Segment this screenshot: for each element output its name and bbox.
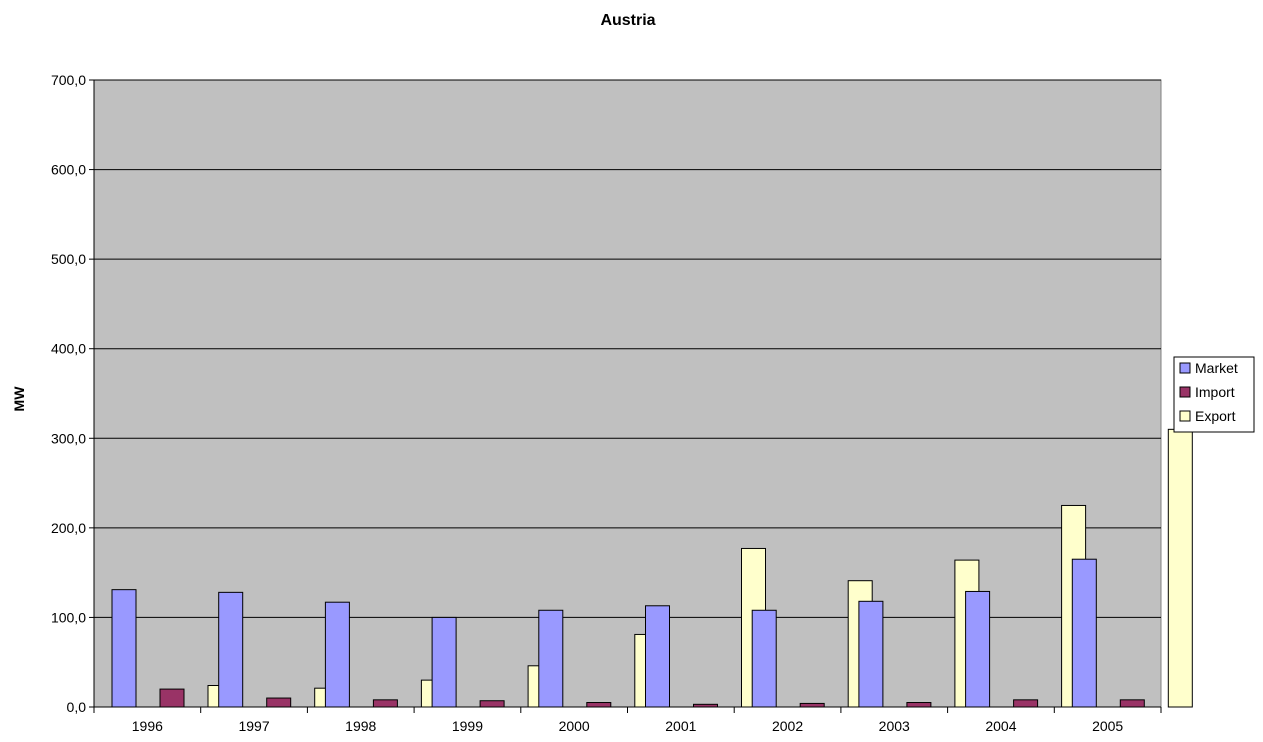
gridlines bbox=[94, 79, 1161, 618]
y-tick-label: 300,0 bbox=[51, 430, 86, 446]
bar-market-1996 bbox=[111, 589, 137, 708]
bar-market-2005 bbox=[1071, 558, 1097, 708]
chart-title: Austria bbox=[600, 12, 655, 29]
legend-swatch-market bbox=[1179, 362, 1191, 374]
bar-import-1998 bbox=[372, 699, 398, 708]
y-tick-label: 0,0 bbox=[67, 699, 87, 715]
y-tick-label: 200,0 bbox=[51, 520, 86, 536]
bar-import-2002 bbox=[799, 702, 825, 708]
bar-market-2000 bbox=[538, 609, 564, 708]
bar-import-2000 bbox=[586, 702, 612, 708]
y-tick-label: 400,0 bbox=[51, 341, 86, 357]
y-axis-label: MW bbox=[11, 386, 27, 412]
legend-swatch-export bbox=[1179, 410, 1191, 422]
bar-import-2004 bbox=[1013, 699, 1039, 708]
x-tick-label: 1998 bbox=[345, 718, 376, 734]
x-tick-label: 1999 bbox=[452, 718, 483, 734]
y-tick-label: 600,0 bbox=[51, 162, 86, 178]
y-tick-label: 500,0 bbox=[51, 251, 86, 267]
legend-label-import: Import bbox=[1195, 384, 1235, 400]
bar-market-2004 bbox=[965, 590, 991, 708]
x-tick-label: 2003 bbox=[879, 718, 910, 734]
bar-market-2002 bbox=[751, 609, 777, 708]
x-tick-label: 2004 bbox=[985, 718, 1016, 734]
bar-market-1997 bbox=[218, 591, 244, 708]
bar-market-1999 bbox=[431, 616, 457, 708]
x-tick-label: 2005 bbox=[1092, 718, 1123, 734]
bar-market-2003 bbox=[858, 600, 884, 708]
y-tick-label: 100,0 bbox=[51, 609, 86, 625]
x-tick-label: 1997 bbox=[238, 718, 269, 734]
legend-swatch-import bbox=[1179, 386, 1191, 398]
bar-import-2005 bbox=[1119, 699, 1145, 708]
y-tick-label: 700,0 bbox=[51, 72, 86, 88]
axes: 0,0 100,0 200,0 300,0 400,0 500,0 600,0 700,0 19… bbox=[51, 72, 1162, 734]
bars bbox=[111, 428, 1193, 708]
bar-market-2001 bbox=[645, 605, 670, 708]
legend-label-market: Market bbox=[1195, 360, 1238, 376]
bar-import-1996 bbox=[159, 688, 185, 708]
bar-market-1998 bbox=[324, 601, 350, 708]
bar-import-1999 bbox=[479, 700, 505, 708]
legend: Market Import Export bbox=[1173, 356, 1255, 433]
x-tick-label: 1996 bbox=[132, 718, 163, 734]
bar-import-1997 bbox=[266, 697, 292, 708]
x-tick-label: 2001 bbox=[665, 718, 696, 734]
x-tick-label: 2000 bbox=[559, 718, 590, 734]
bar-export-2005 bbox=[1167, 428, 1193, 708]
plot-area bbox=[93, 79, 1162, 708]
x-tick-label: 2002 bbox=[772, 718, 803, 734]
bar-import-2003 bbox=[906, 702, 932, 708]
legend-label-export: Export bbox=[1195, 408, 1236, 424]
